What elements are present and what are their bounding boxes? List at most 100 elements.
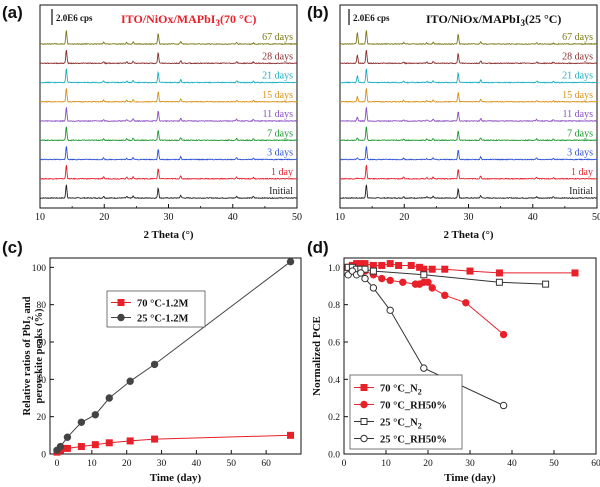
legend-label: 25 °C-1.2M [137,314,189,325]
xrd-series-label: 28 days [262,51,293,62]
y-tick-label: 0.0 [328,451,340,461]
x-tick-label: 20 [423,459,433,469]
x-tick-label: 10 [381,459,391,469]
panel-a-frame [39,4,298,209]
xrd-series-label: 28 days [562,51,593,62]
panel-b-xrd-25c: (b) 2.0E6 cps ITO/NiOx/MAPbI3(25 °C) Ini… [307,3,600,241]
legend-label: 70 °C_N2 [380,384,422,397]
data-point [361,265,369,273]
data-point [441,265,449,273]
data-point [424,278,432,286]
x-tick-label: 30 [157,459,167,469]
panel-b-label: (b) [307,3,329,22]
panel-a-title: ITO/NiOx/MAPbI3(70 °C) [121,12,256,28]
y-tick-label: 0.4 [328,376,340,386]
legend-marker [117,299,125,306]
x-tick-label: 50 [592,212,600,223]
panel-a-xrd-70c: (a) 2.0E6 cps ITO/NiOx/MAPbI3(70 °C) Ini… [2,3,302,241]
data-point [105,439,113,447]
data-point [105,394,113,402]
data-point [462,299,470,307]
y-tick-label: 1.0 [328,264,340,274]
legend-marker [360,418,368,425]
data-point [63,444,71,452]
y-tick-label: 0.6 [328,339,340,349]
data-point [369,267,377,275]
x-tick-label: 50 [292,212,302,223]
x-tick-label: 30 [465,459,475,469]
data-point [63,433,72,441]
panel-b-scale-label: 2.0E6 cps [353,13,390,23]
x-tick-label: 60 [591,459,600,469]
panel-c-ylabel-line1: Relative ratios of PbI2 and [22,296,35,415]
xrd-trace-67-days [339,30,598,46]
xrd-series-label: 67 days [262,32,293,43]
y-tick-label: 40 [37,376,47,386]
x-axis-label: 2 Theta (°) [443,229,493,241]
legend: 70 °C-1.2M 25 °C-1.2M [106,290,206,328]
x-tick-label: 50 [227,459,237,469]
panel-c-frame [49,257,302,455]
xrd-trace-21-days [39,68,298,84]
panel-b-frame [339,4,598,209]
x-tick-label: 40 [228,212,238,223]
data-point [378,274,386,283]
data-point [395,261,403,269]
panel-c-plot: 0 10 20 30 40 50 60 0 20 40 60 80 100 Time (day) 70 °C… [32,258,295,484]
data-point [386,260,394,268]
xrd-trace-15-days [39,88,298,103]
data-point [361,274,369,283]
y-tick-label: 100 [32,264,47,274]
x-tick-label: 10 [335,212,345,223]
panel-a-x-axis: 10 20 30 40 50 2 Theta (°) [35,204,302,241]
x-tick-label: 10 [87,459,97,469]
panel-d-normalized-pce: (d) Normalized PCE 0 10 20 30 40 50 60 0.0 0.2 0.… [307,238,600,484]
data-point [386,276,394,285]
data-point [91,411,100,419]
xrd-series-label: 1 day [271,167,293,178]
legend-label: 70 °C_RH50% [380,401,447,412]
data-point [495,269,503,277]
xrd-trace-3-days [339,146,598,161]
xrd-series-label: 11 days [563,109,594,120]
xrd-trace-11-days [339,107,598,123]
data-point [407,261,415,269]
x-tick-label: 40 [528,212,538,223]
y-tick-label: 0 [41,451,46,461]
xrd-series-label: 1 day [571,167,593,178]
y-tick-label: 0.2 [328,413,340,423]
xrd-series-label: 3 days [567,148,593,159]
xrd-trace-initial [339,184,598,200]
xrd-trace-3-days [39,146,298,161]
panel-d-ylabel: Normalized PCE [311,316,323,396]
xrd-trace-initial [39,184,298,200]
xrd-trace-1-day [339,165,598,180]
x-axis-label: Time (day) [444,472,496,484]
x-tick-label: 40 [507,459,517,469]
y-tick-label: 0.8 [328,301,340,311]
data-point [287,431,295,439]
x-tick-label: 40 [192,459,202,469]
legend-marker [360,384,368,391]
x-tick-label: 20 [99,212,109,223]
data-point [126,437,134,445]
x-tick-label: 0 [342,459,347,469]
legend-marker [360,434,368,443]
legend-marker [360,400,368,409]
xrd-trace-15-days [339,88,598,103]
panel-a-traces: Initial 1 day 3 days 7 days 11 days 15 days 21… [39,30,298,200]
data-point [495,278,503,286]
panel-b-title: ITO/NiOx/MAPbI3(25 °C) [426,12,561,28]
xrd-series-label: Initial [569,186,593,197]
x-axis-label: 2 Theta (°) [143,229,193,241]
data-point [369,284,378,292]
legend-box [106,290,206,328]
x-axis-label: Time (day) [150,472,202,484]
xrd-series-label: 7 days [267,128,293,139]
xrd-trace-67-days [39,30,298,46]
panel-b-x-axis: 10 20 30 40 50 2 Theta (°) [335,204,600,241]
data-point [441,291,449,300]
xrd-series-label: 21 days [262,71,293,82]
x-tick-label: 30 [464,212,474,223]
y-tick-label: 60 [37,339,47,349]
